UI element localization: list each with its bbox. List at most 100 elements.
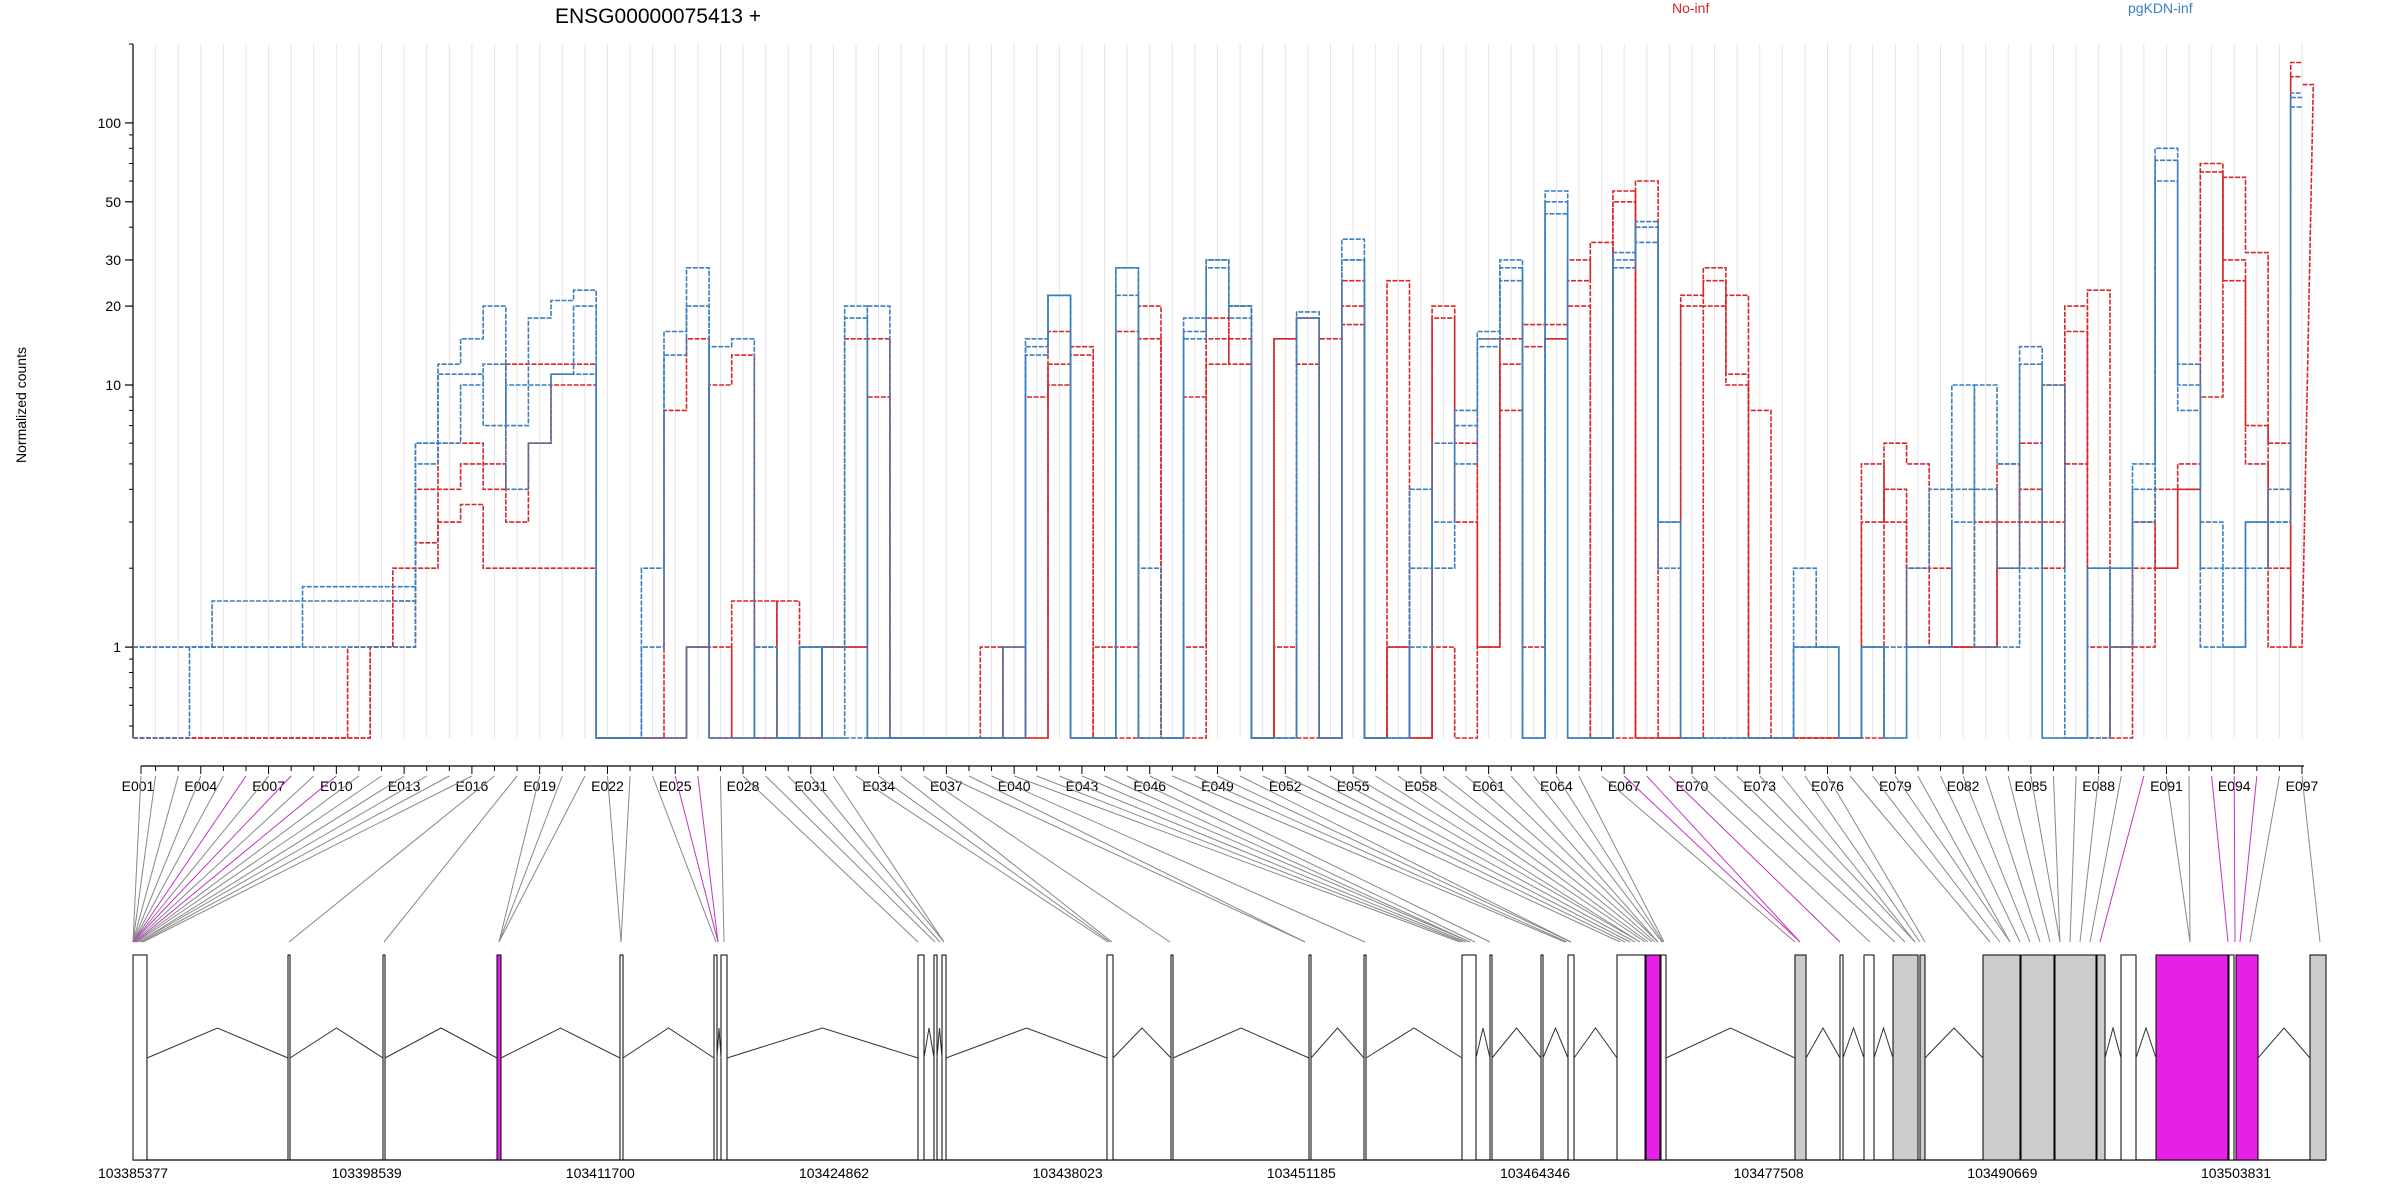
intron-line [1365, 1027, 1463, 1059]
exon-connector [1172, 775, 1566, 943]
x-tick-label: E025 [659, 778, 692, 794]
exon-connector [2099, 775, 2145, 943]
intron-line [2104, 1026, 2122, 1059]
series-line-no-inf-2 [133, 83, 2315, 739]
y-axis-label: Normalized counts [13, 347, 29, 463]
exon-connector [1759, 775, 1916, 943]
exon-block [1645, 954, 1661, 1161]
x-tick-label: E088 [2082, 778, 2115, 794]
exon-connector [135, 775, 360, 943]
x-tick-label: E001 [122, 778, 155, 794]
exon-connector [652, 775, 717, 943]
exon-connector [132, 775, 142, 943]
exon-connector [138, 775, 405, 943]
x-tick-label: E097 [2286, 778, 2319, 794]
exon-connector [132, 775, 202, 943]
y-tick-label: 1 [113, 639, 121, 655]
exon-connector [1849, 775, 1991, 943]
exon-connector [697, 775, 719, 943]
exon-connector [132, 775, 292, 943]
x-tick-label: E091 [2150, 778, 2183, 794]
exon-connector [1917, 775, 2011, 943]
exon-connector [1533, 775, 1663, 943]
exon-connector [498, 775, 563, 943]
exon-connector [1420, 775, 1649, 943]
exon-connector [1601, 775, 1796, 943]
x-tick-label: E016 [456, 778, 489, 794]
exon-block [1308, 954, 1312, 1161]
intron-line [923, 1027, 935, 1059]
exon-connector [288, 775, 495, 943]
y-tick-label: 10 [105, 377, 121, 393]
exon-connector [1081, 775, 1471, 943]
exon-connector [498, 775, 586, 943]
intron-line [1805, 1026, 1841, 1059]
exon-connector [1714, 775, 1896, 943]
genomic-tick-label: 103398539 [332, 1165, 402, 1181]
exon-connector [136, 775, 382, 943]
exon-connector [1443, 775, 1653, 943]
exon-connector [900, 775, 1113, 943]
genomic-tick-label: 103385377 [98, 1165, 168, 1181]
intron-line [1542, 1026, 1569, 1059]
exon-block [1461, 954, 1477, 1161]
intron-line [1873, 1026, 1894, 1059]
intron-line [726, 1027, 919, 1059]
exon-connector [1330, 775, 1636, 943]
axes: 1 10 20 30 50 100 E001 E004 E007 E010 E013 E016 E019… [98, 43, 2319, 794]
exon-connector [991, 775, 1366, 943]
exon-connector [2069, 775, 2077, 943]
exon-connector [1059, 775, 1467, 943]
exon-connector [1781, 775, 1916, 943]
x-tick-label: E082 [1947, 778, 1980, 794]
chart-title: ENSG00000075413 + [555, 5, 761, 28]
intron-line [716, 1027, 722, 1059]
x-tick-label: E028 [727, 778, 760, 794]
exon-block [1919, 954, 1926, 1161]
exon-connector [1285, 775, 1626, 943]
exon-connector [2211, 775, 2229, 943]
intron-line [289, 1027, 384, 1059]
exon-connector [1239, 775, 1572, 943]
exon-connector [132, 775, 224, 943]
exon-block [1567, 954, 1575, 1161]
exon-connector [2301, 775, 2321, 943]
grid-lines [132, 44, 2303, 738]
exon-connector [787, 775, 941, 943]
x-tick-label: E034 [862, 778, 895, 794]
exon-connector [810, 775, 945, 943]
x-tick-label: E067 [1608, 778, 1641, 794]
exon-connector [923, 775, 1171, 943]
x-tick-label: E061 [1472, 778, 1505, 794]
x-tick-label: E013 [388, 778, 421, 794]
exon-block [496, 954, 502, 1161]
exon-connector [1646, 775, 1801, 943]
intron-line [2257, 1027, 2311, 1059]
exon-connector [383, 775, 518, 943]
exon-connector [2249, 775, 2280, 943]
exon-connector [1940, 775, 2021, 943]
x-tick-label: E037 [930, 778, 963, 794]
exon-connector [1555, 775, 1664, 943]
exon-connector [968, 775, 1306, 943]
exon-connector [1510, 775, 1659, 943]
intron-line [1665, 1027, 1796, 1059]
exon-block [2228, 954, 2235, 1161]
exon-connector [1375, 775, 1641, 943]
exon-connector [742, 775, 919, 943]
exon-connector [1578, 775, 1665, 943]
exon-connector [1804, 775, 1921, 943]
exon-block [2120, 954, 2137, 1161]
exon-connector [606, 775, 622, 943]
x-tick-label: E022 [591, 778, 624, 794]
intron-line [2135, 1026, 2157, 1059]
exon-connector [142, 775, 473, 943]
exon-connector [1827, 775, 1926, 943]
exon-block [1170, 954, 1174, 1161]
exon-connector-lines [132, 775, 2321, 943]
y-tick-label: 50 [105, 194, 121, 210]
exon-block [287, 954, 291, 1161]
exon-connector [1262, 775, 1621, 943]
exon-connector [878, 775, 1111, 943]
